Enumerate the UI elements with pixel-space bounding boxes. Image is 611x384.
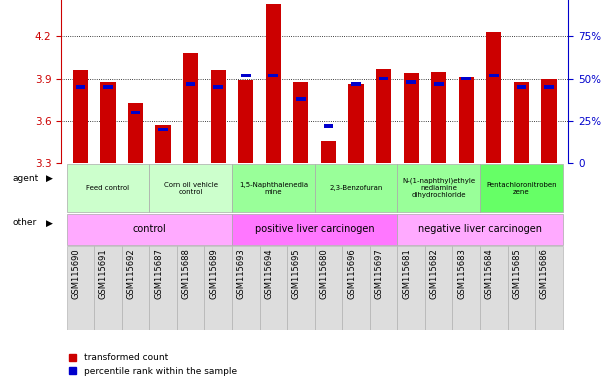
- Text: GSM115696: GSM115696: [347, 248, 356, 299]
- Text: GSM115685: GSM115685: [513, 248, 521, 299]
- Text: control: control: [133, 224, 166, 235]
- Text: agent: agent: [12, 174, 38, 183]
- FancyBboxPatch shape: [397, 246, 425, 330]
- Bar: [403, 73, 419, 163]
- FancyBboxPatch shape: [480, 246, 508, 330]
- FancyBboxPatch shape: [397, 164, 480, 212]
- Text: GSM115694: GSM115694: [265, 248, 273, 299]
- Text: negative liver carcinogen: negative liver carcinogen: [418, 224, 542, 235]
- FancyBboxPatch shape: [205, 246, 232, 330]
- Bar: [211, 70, 226, 163]
- FancyBboxPatch shape: [535, 246, 563, 330]
- Bar: [131, 111, 141, 114]
- Text: GSM115687: GSM115687: [154, 248, 163, 299]
- Bar: [241, 74, 251, 77]
- FancyBboxPatch shape: [94, 246, 122, 330]
- Text: Pentachloronitroben
zene: Pentachloronitroben zene: [486, 182, 557, 195]
- Bar: [158, 127, 168, 131]
- Text: GSM115689: GSM115689: [209, 248, 218, 299]
- FancyBboxPatch shape: [508, 246, 535, 330]
- Text: GSM115683: GSM115683: [457, 248, 466, 299]
- Text: GSM115686: GSM115686: [540, 248, 549, 299]
- FancyBboxPatch shape: [232, 164, 315, 212]
- FancyBboxPatch shape: [177, 246, 205, 330]
- FancyBboxPatch shape: [370, 246, 397, 330]
- Bar: [293, 81, 309, 163]
- Text: GSM115691: GSM115691: [99, 248, 108, 299]
- Text: positive liver carcinogen: positive liver carcinogen: [255, 224, 375, 235]
- Text: GSM115695: GSM115695: [292, 248, 301, 299]
- Bar: [76, 85, 85, 89]
- Bar: [376, 69, 391, 163]
- Bar: [100, 81, 115, 163]
- Bar: [73, 70, 88, 163]
- FancyBboxPatch shape: [480, 164, 563, 212]
- FancyBboxPatch shape: [315, 246, 342, 330]
- Text: 1,5-Naphthalenedia
mine: 1,5-Naphthalenedia mine: [239, 182, 308, 195]
- FancyBboxPatch shape: [67, 246, 94, 330]
- Bar: [544, 85, 554, 89]
- Bar: [268, 74, 278, 77]
- Bar: [186, 82, 196, 86]
- Text: 2,3-Benzofuran: 2,3-Benzofuran: [329, 185, 382, 191]
- Bar: [266, 4, 281, 163]
- Text: Corn oil vehicle
control: Corn oil vehicle control: [164, 182, 218, 195]
- FancyBboxPatch shape: [149, 164, 232, 212]
- FancyBboxPatch shape: [342, 246, 370, 330]
- Legend: transformed count, percentile rank within the sample: transformed count, percentile rank withi…: [65, 350, 240, 379]
- Text: GSM115690: GSM115690: [71, 248, 81, 299]
- Text: GSM115693: GSM115693: [236, 248, 246, 299]
- FancyBboxPatch shape: [287, 246, 315, 330]
- FancyBboxPatch shape: [122, 246, 149, 330]
- Text: GSM115697: GSM115697: [375, 248, 384, 299]
- Text: GSM115688: GSM115688: [181, 248, 191, 299]
- FancyBboxPatch shape: [397, 214, 563, 245]
- Bar: [213, 85, 223, 89]
- FancyBboxPatch shape: [67, 164, 149, 212]
- Bar: [103, 85, 113, 89]
- Text: other: other: [12, 218, 37, 227]
- Bar: [321, 141, 336, 163]
- Bar: [541, 79, 557, 163]
- Bar: [183, 53, 198, 163]
- FancyBboxPatch shape: [67, 214, 232, 245]
- FancyBboxPatch shape: [232, 246, 260, 330]
- Bar: [348, 84, 364, 163]
- Text: Feed control: Feed control: [86, 185, 130, 191]
- Bar: [516, 85, 526, 89]
- Bar: [461, 77, 471, 81]
- Text: GSM115682: GSM115682: [430, 248, 439, 299]
- Bar: [155, 125, 170, 163]
- Bar: [379, 77, 389, 81]
- Bar: [296, 97, 306, 101]
- FancyBboxPatch shape: [425, 246, 453, 330]
- Bar: [238, 80, 254, 163]
- Bar: [351, 82, 361, 86]
- Text: GSM115684: GSM115684: [485, 248, 494, 299]
- FancyBboxPatch shape: [260, 246, 287, 330]
- Bar: [434, 82, 444, 86]
- Bar: [128, 103, 143, 163]
- FancyBboxPatch shape: [232, 214, 397, 245]
- FancyBboxPatch shape: [315, 164, 397, 212]
- Bar: [406, 80, 416, 84]
- Text: ▶: ▶: [46, 218, 53, 227]
- Bar: [489, 74, 499, 77]
- Bar: [514, 81, 529, 163]
- Text: GSM115692: GSM115692: [126, 248, 136, 299]
- FancyBboxPatch shape: [149, 246, 177, 330]
- Bar: [459, 77, 474, 163]
- Bar: [324, 124, 333, 128]
- FancyBboxPatch shape: [453, 246, 480, 330]
- Text: GSM115680: GSM115680: [320, 248, 329, 299]
- Bar: [431, 72, 446, 163]
- Text: ▶: ▶: [46, 174, 53, 183]
- Text: N-(1-naphthyl)ethyle
nediamine
dihydrochloride: N-(1-naphthyl)ethyle nediamine dihydroch…: [402, 178, 475, 199]
- Bar: [486, 32, 502, 163]
- Text: GSM115681: GSM115681: [402, 248, 411, 299]
